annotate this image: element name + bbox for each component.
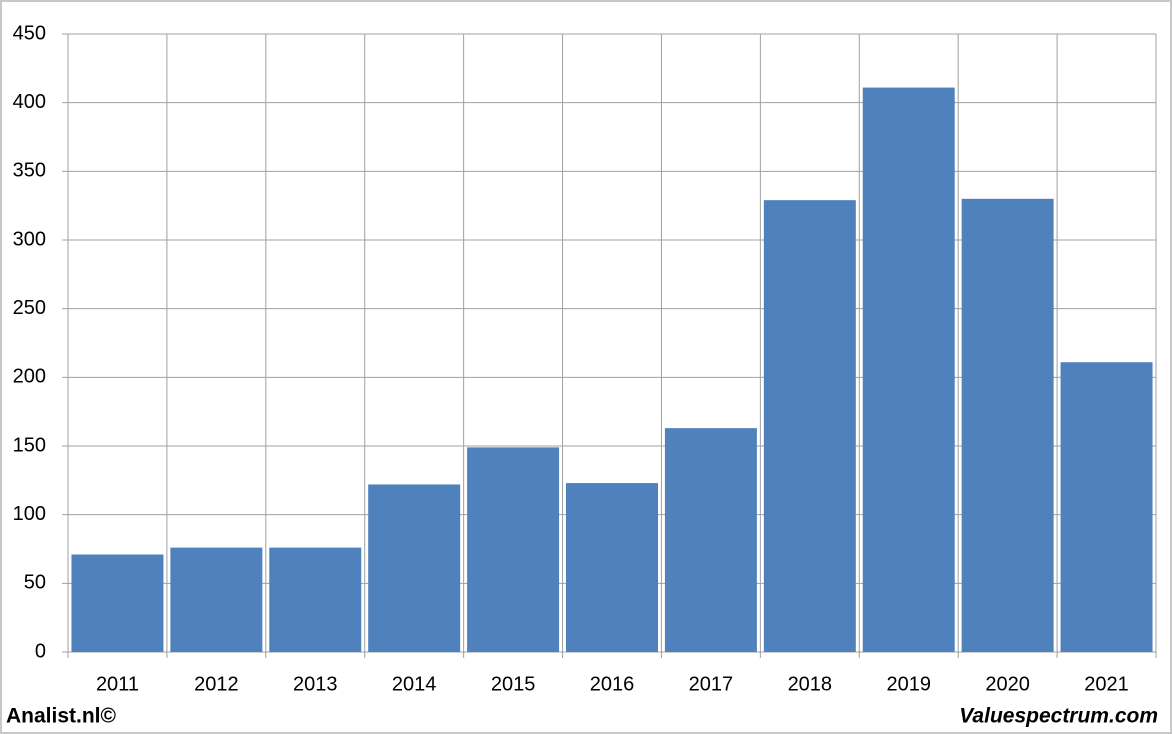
y-tick-label: 400 [13, 91, 46, 113]
y-tick-label: 150 [13, 434, 46, 456]
x-tick-label: 2012 [194, 673, 239, 695]
y-tick-label: 350 [13, 160, 46, 182]
bar [862, 87, 955, 652]
y-tick-label: 250 [13, 297, 46, 319]
bar [566, 483, 658, 652]
bar [961, 198, 1054, 653]
x-tick-label: 2015 [491, 673, 536, 695]
x-tick-label: 2018 [788, 673, 833, 695]
x-tick-label: 2017 [689, 673, 734, 695]
x-tick-label: 2013 [293, 673, 338, 695]
x-tick-label: 2020 [985, 673, 1030, 695]
y-tick-label: 300 [13, 228, 46, 250]
x-tick-label: 2021 [1084, 673, 1129, 695]
x-tick-label: 2011 [96, 673, 139, 695]
footer-left: Analist.nl© [6, 705, 117, 728]
bar [71, 554, 164, 652]
x-tick-label: 2016 [590, 673, 635, 695]
y-tick-label: 200 [13, 366, 46, 388]
bar [170, 547, 263, 652]
bar [763, 200, 856, 652]
y-tick-label: 0 [35, 640, 46, 662]
footer-right: Valuespectrum.com [959, 705, 1158, 728]
bar [368, 484, 461, 652]
x-tick-label: 2019 [886, 673, 931, 695]
y-tick-label: 450 [13, 22, 46, 44]
y-tick-label: 50 [24, 572, 46, 594]
bar [467, 447, 560, 652]
x-tick-label: 2014 [392, 673, 437, 695]
y-tick-label: 100 [13, 503, 46, 525]
bar [1060, 362, 1153, 652]
bar [269, 547, 362, 652]
bar [664, 428, 757, 652]
